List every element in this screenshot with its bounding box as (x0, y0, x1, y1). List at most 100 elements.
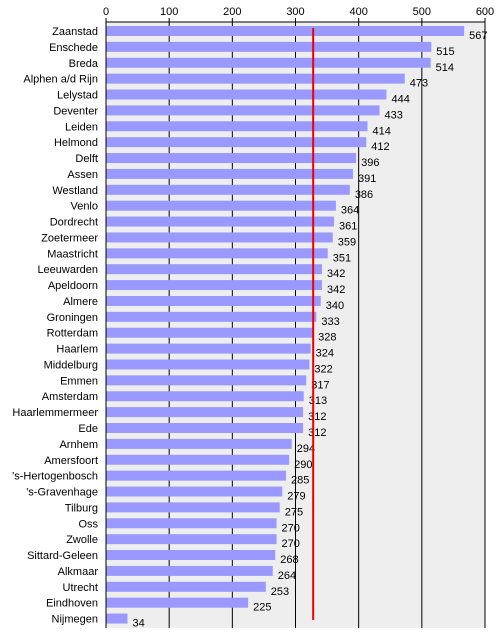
value-label: 270 (282, 522, 300, 534)
category-label: Dordrecht (50, 217, 98, 229)
value-label: 322 (314, 363, 332, 375)
bar (106, 121, 368, 132)
bar (106, 168, 353, 179)
value-label: 386 (355, 189, 373, 201)
value-label: 412 (371, 141, 389, 153)
value-label: 290 (294, 459, 312, 471)
category-label: Sittard-Geleen (27, 550, 98, 562)
category-label: Zaanstad (52, 26, 98, 38)
bar (106, 486, 283, 497)
bar (106, 73, 405, 84)
value-label: 359 (338, 236, 356, 248)
value-label: 317 (311, 379, 329, 391)
bar (106, 248, 328, 259)
bar (106, 359, 310, 370)
category-labels: Zaanstad Enschede Breda Alphen a/d Rijn Lely… (12, 26, 99, 626)
category-label: Almere (63, 296, 98, 308)
value-label: 567 (469, 30, 487, 42)
value-label: 253 (271, 586, 289, 598)
category-label: Leeuwarden (37, 264, 98, 276)
category-label: Nijmegen (52, 614, 98, 626)
x-axis-ticks: 0 100 200 300 400 500 600 (103, 6, 494, 22)
x-tick-label: 300 (286, 6, 304, 18)
category-label: Lelystad (57, 90, 98, 102)
category-label: 's-Gravenhage (26, 487, 98, 499)
value-label: 361 (339, 221, 357, 233)
bar (106, 391, 304, 402)
bar (106, 470, 287, 481)
bar (106, 454, 290, 465)
category-label: Breda (69, 58, 99, 70)
category-label: Alphen a/d Rijn (23, 74, 98, 86)
bar (106, 184, 350, 195)
bars (106, 26, 465, 624)
bar (106, 327, 314, 338)
category-label: Oss (78, 518, 98, 530)
category-label: Groningen (47, 312, 98, 324)
x-tick-label: 400 (349, 6, 367, 18)
bar (106, 57, 431, 68)
bar (106, 375, 307, 386)
value-label: 342 (327, 268, 345, 280)
category-label: Maastricht (47, 248, 98, 260)
category-label: Tilburg (65, 502, 98, 514)
category-label: Haarlem (56, 344, 98, 356)
value-label: 312 (308, 411, 326, 423)
bar (106, 200, 336, 211)
value-label: 473 (410, 78, 428, 90)
value-label: 268 (280, 554, 298, 566)
value-label: 34 (132, 618, 144, 630)
category-label: Emmen (60, 375, 98, 387)
category-label: Leiden (65, 121, 98, 133)
category-label: Amersfoort (44, 455, 98, 467)
value-label: 225 (253, 602, 271, 614)
bar (106, 565, 273, 576)
category-label: Zoetermeer (41, 232, 98, 244)
bar (106, 581, 266, 592)
bar (106, 153, 357, 164)
value-label: 342 (327, 284, 345, 296)
x-tick-label: 600 (476, 6, 494, 18)
category-label: Deventer (53, 105, 98, 117)
bar (106, 137, 367, 148)
category-label: Utrecht (63, 582, 98, 594)
category-label: 's-Hertogenbosch (12, 471, 98, 483)
category-label: Delft (75, 153, 98, 165)
bar (106, 26, 465, 36)
value-label: 270 (282, 538, 300, 550)
bar (106, 550, 276, 561)
bar (106, 89, 387, 100)
value-label: 285 (291, 475, 309, 487)
bar (106, 613, 128, 624)
category-label: Venlo (70, 201, 98, 213)
x-tick-label: 500 (413, 6, 431, 18)
category-label: Amsterdam (42, 391, 98, 403)
bar (106, 311, 317, 322)
category-label: Westland (52, 185, 98, 197)
bar (106, 280, 323, 291)
category-label: Eindhoven (46, 598, 98, 610)
category-label: Zwolle (66, 534, 98, 546)
bar (106, 343, 311, 354)
bar (106, 597, 249, 608)
x-tick-label: 0 (103, 6, 109, 18)
bar (106, 264, 323, 275)
value-label: 351 (333, 252, 351, 264)
value-label: 312 (308, 427, 326, 439)
category-label: Middelburg (44, 359, 98, 371)
value-label: 313 (309, 395, 327, 407)
category-label: Arnhem (59, 439, 98, 451)
value-label: 340 (326, 300, 344, 312)
bar (106, 232, 333, 243)
value-label: 279 (287, 491, 305, 503)
value-label: 328 (318, 332, 336, 344)
value-label: 396 (361, 157, 379, 169)
category-label: Enschede (49, 42, 98, 54)
bar (106, 423, 304, 433)
bar (106, 105, 380, 116)
value-label: 333 (321, 316, 339, 328)
value-label: 433 (385, 109, 403, 121)
category-label: Helmond (54, 137, 98, 149)
